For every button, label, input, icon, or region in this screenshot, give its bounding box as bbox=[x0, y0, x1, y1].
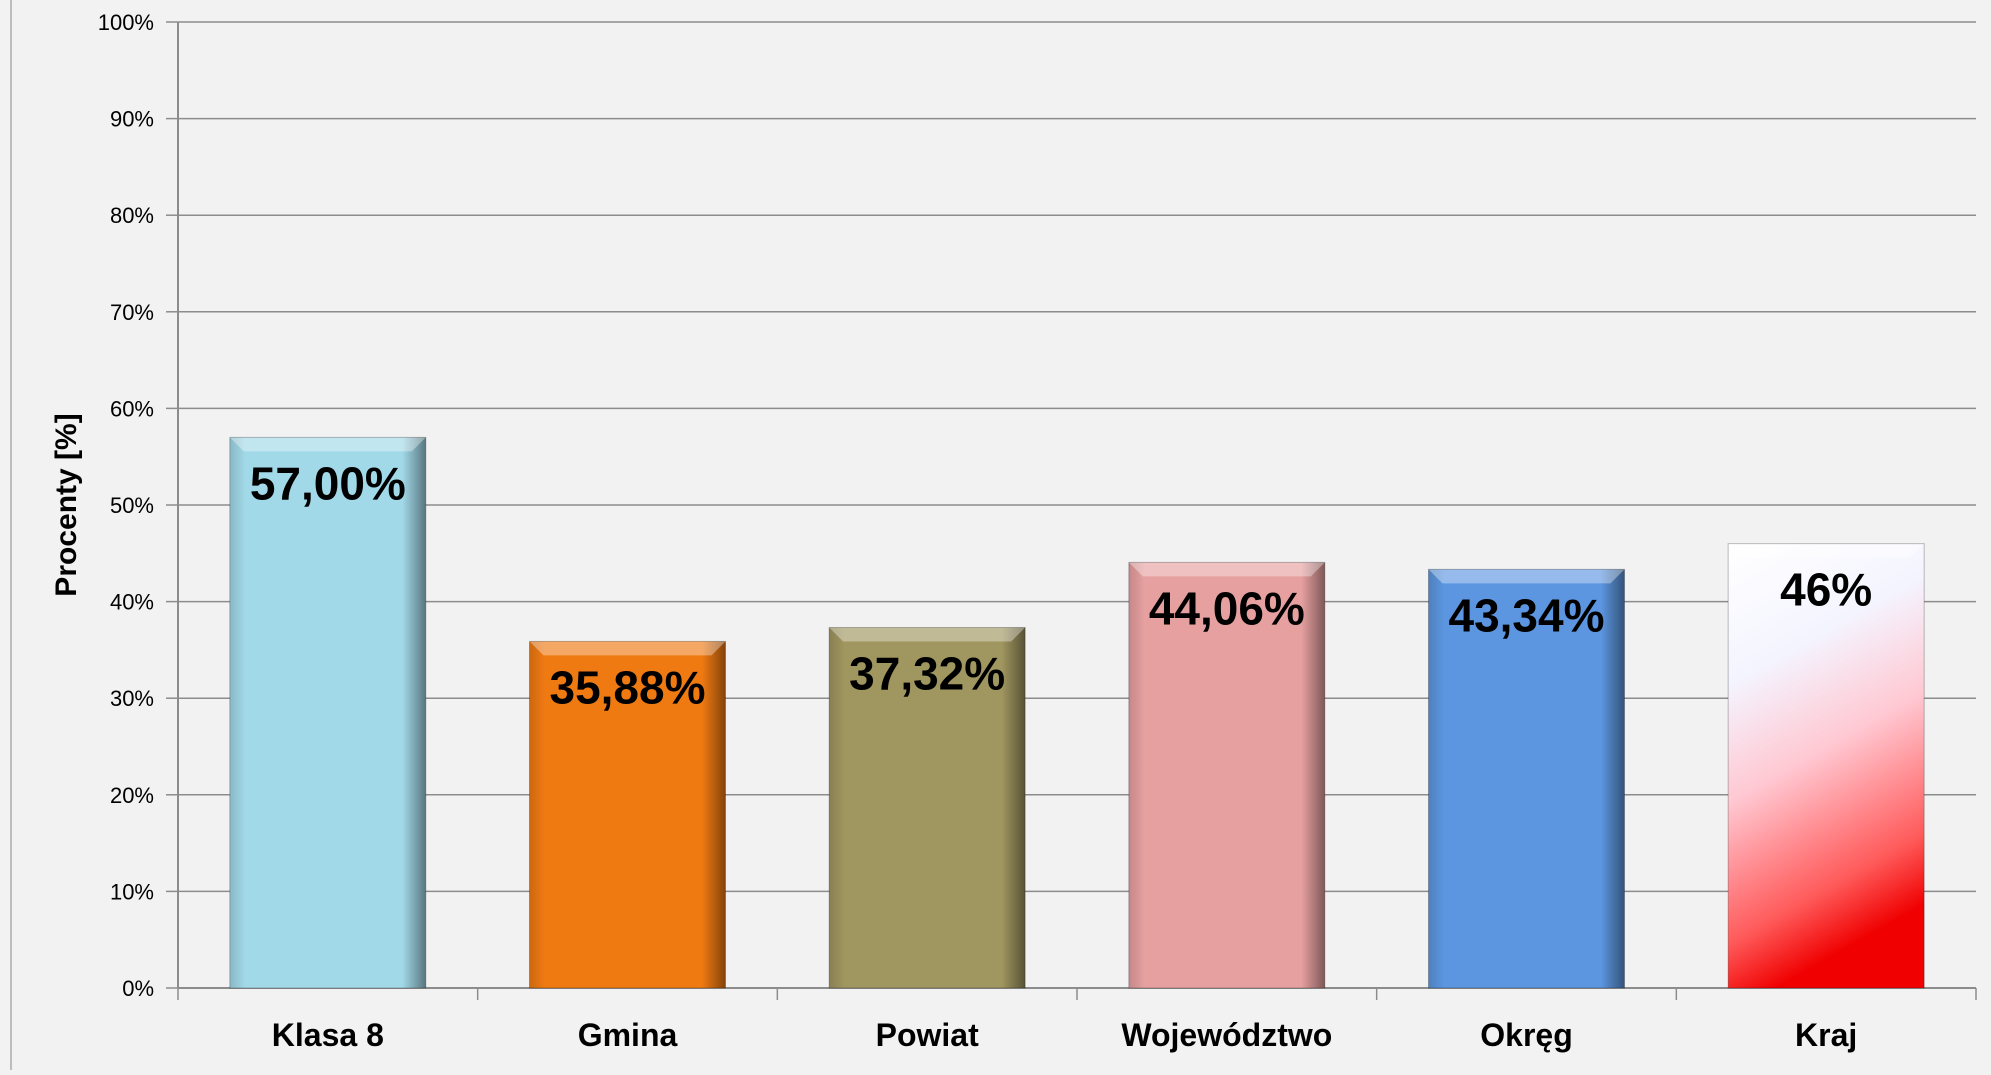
x-tick-label: Kraj bbox=[1795, 1017, 1857, 1053]
bars bbox=[229, 436, 1925, 989]
y-tick-label: 10% bbox=[110, 879, 154, 904]
bar-outline bbox=[1727, 543, 1925, 989]
bar bbox=[1128, 562, 1325, 988]
x-tick-label: Województwo bbox=[1121, 1017, 1332, 1053]
data-label: 43,34% bbox=[1448, 589, 1604, 641]
y-tick-label: 30% bbox=[110, 686, 154, 711]
axes bbox=[166, 21, 1977, 1000]
bar-outline bbox=[1128, 561, 1326, 989]
data-label: 46% bbox=[1780, 564, 1872, 616]
y-tick-label: 20% bbox=[110, 783, 154, 808]
bar bbox=[1728, 543, 1925, 988]
data-label: 37,32% bbox=[849, 647, 1005, 699]
y-tick-label: 100% bbox=[98, 10, 154, 35]
bar-bevel bbox=[1128, 562, 1325, 577]
x-tick-label: Okręg bbox=[1480, 1017, 1572, 1053]
bar-outline bbox=[229, 436, 427, 989]
x-tick-label: Gmina bbox=[578, 1017, 678, 1053]
y-tick-label: 40% bbox=[110, 590, 154, 615]
labels: 0% 10% 20% 30% 40% 50% 60% 70% 80% 90% 100% 57,00% K… bbox=[98, 10, 1872, 1053]
bar bbox=[829, 627, 1026, 988]
x-tick-label: Powiat bbox=[876, 1017, 979, 1053]
bar-bevel bbox=[529, 641, 726, 656]
bar-outline bbox=[529, 640, 726, 989]
data-label: 35,88% bbox=[549, 661, 705, 713]
bar-bevel bbox=[829, 627, 1026, 642]
y-tick-label: 70% bbox=[110, 300, 154, 325]
bar-bevel bbox=[1428, 569, 1625, 584]
bar bbox=[229, 437, 426, 988]
y-axis-title: Procenty [%] bbox=[50, 413, 83, 596]
y-tick-label: 80% bbox=[110, 203, 154, 228]
y-tick-label: 90% bbox=[110, 107, 154, 132]
bar-outline bbox=[1428, 568, 1625, 989]
bar-bevel bbox=[1728, 543, 1925, 558]
data-label: 57,00% bbox=[250, 457, 406, 509]
y-tick-label: 0% bbox=[122, 976, 154, 1001]
bar-outline bbox=[828, 626, 1026, 989]
data-label: 44,06% bbox=[1149, 582, 1305, 634]
bar bbox=[1428, 569, 1625, 988]
y-tick-label: 50% bbox=[110, 493, 154, 518]
y-tick-label: 60% bbox=[110, 396, 154, 421]
frame-border bbox=[10, 0, 12, 1070]
bar-bevel bbox=[229, 437, 426, 452]
x-tick-label: Klasa 8 bbox=[272, 1017, 384, 1053]
bar bbox=[529, 641, 726, 988]
gridlines bbox=[178, 21, 1976, 893]
